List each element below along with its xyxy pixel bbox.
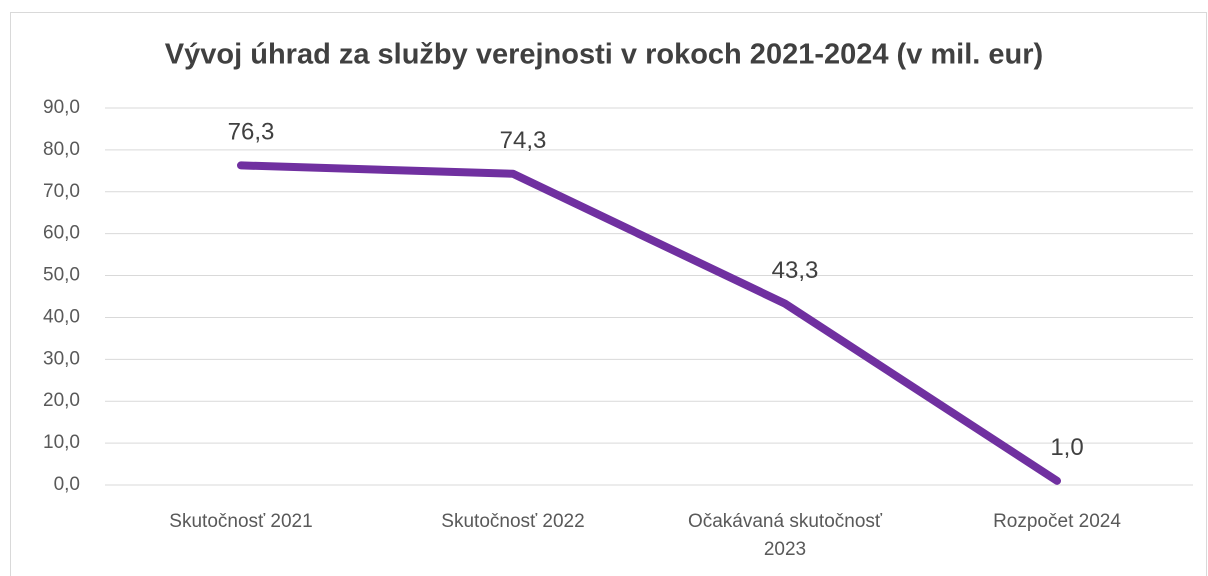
data-label: 74,3 xyxy=(500,127,547,154)
y-tick-label: 20,0 xyxy=(43,390,80,411)
x-tick-label: Skutočnosť 2022 xyxy=(441,511,585,532)
chart-title: Vývoj úhrad za služby verejnosti v rokoc… xyxy=(165,39,1043,71)
y-tick-label: 80,0 xyxy=(43,139,80,160)
data-label: 76,3 xyxy=(228,119,275,146)
y-tick-label: 30,0 xyxy=(43,348,80,369)
x-tick-label: Rozpočet 2024 xyxy=(993,511,1121,532)
y-tick-label: 0,0 xyxy=(54,474,80,495)
y-tick-label: 40,0 xyxy=(43,306,80,327)
x-tick-label: Očakávaná skutočnosť 2023 xyxy=(687,511,883,560)
data-label: 1,0 xyxy=(1050,434,1083,461)
data-label: 43,3 xyxy=(772,257,819,284)
x-tick-label: Skutočnosť 2021 xyxy=(169,511,313,532)
y-tick-label: 70,0 xyxy=(43,181,80,202)
chart-border xyxy=(10,12,1207,576)
y-tick-label: 50,0 xyxy=(43,265,80,286)
y-tick-label: 60,0 xyxy=(43,223,80,244)
y-tick-label: 90,0 xyxy=(43,97,80,118)
y-tick-label: 10,0 xyxy=(43,432,80,453)
data-line xyxy=(237,161,1061,485)
